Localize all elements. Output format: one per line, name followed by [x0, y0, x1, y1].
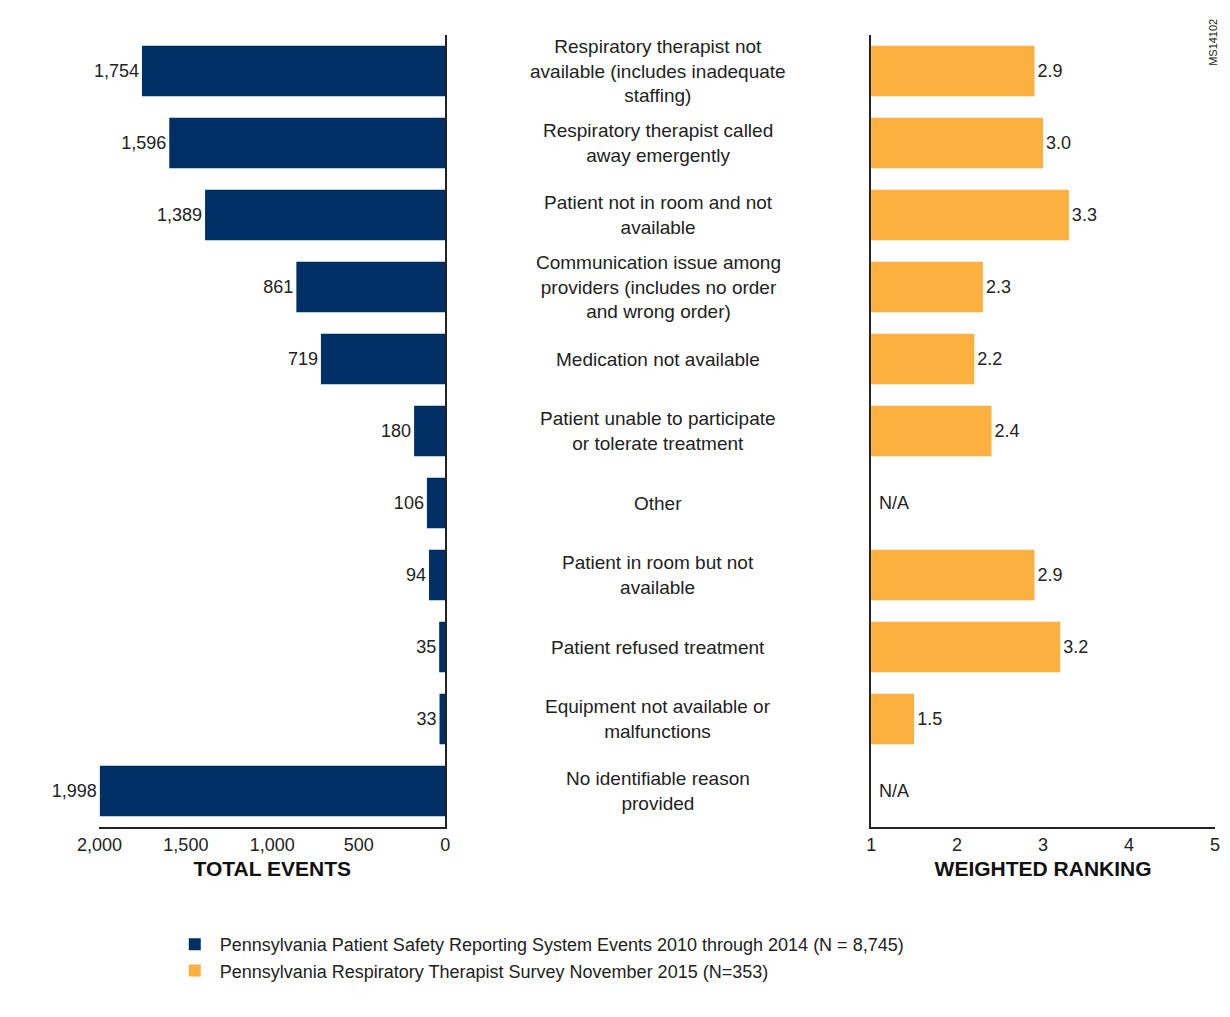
svg-text:Respiratory therapist notavail: Respiratory therapist notavailable (incl… [530, 36, 786, 106]
svg-text:2.3: 2.3 [986, 277, 1011, 297]
svg-text:2.9: 2.9 [1037, 61, 1062, 81]
svg-text:1.5: 1.5 [917, 709, 942, 729]
svg-text:Patient unable to participateo: Patient unable to participateor tolerate… [540, 408, 776, 454]
svg-text:2.4: 2.4 [994, 421, 1019, 441]
svg-text:1,596: 1,596 [121, 133, 166, 153]
svg-text:35: 35 [416, 637, 436, 657]
svg-text:2: 2 [952, 835, 962, 855]
svg-text:WEIGHTED RANKING: WEIGHTED RANKING [935, 857, 1152, 880]
svg-text:Medication not available: Medication not available [556, 349, 760, 370]
svg-text:3.2: 3.2 [1063, 637, 1088, 657]
svg-text:Patient refused treatment: Patient refused treatment [551, 637, 765, 658]
svg-text:94: 94 [406, 565, 426, 585]
svg-text:1,000: 1,000 [250, 835, 295, 855]
svg-text:3.3: 3.3 [1072, 205, 1097, 225]
svg-text:Equipment not available ormalf: Equipment not available ormalfunctions [545, 696, 771, 742]
svg-text:106: 106 [394, 493, 424, 513]
svg-text:719: 719 [288, 349, 318, 369]
svg-text:5: 5 [1210, 835, 1220, 855]
svg-text:1,754: 1,754 [94, 61, 139, 81]
svg-text:0: 0 [440, 835, 450, 855]
svg-text:500: 500 [344, 835, 374, 855]
svg-text:N/A: N/A [879, 493, 909, 513]
svg-text:Pennsylvania Respiratory Thera: Pennsylvania Respiratory Therapist Surve… [220, 962, 768, 982]
svg-text:N/A: N/A [879, 781, 909, 801]
svg-text:3.0: 3.0 [1046, 133, 1071, 153]
svg-text:Communication issue amongprovi: Communication issue amongproviders (incl… [536, 252, 781, 322]
svg-text:2,000: 2,000 [77, 835, 122, 855]
svg-text:33: 33 [416, 709, 436, 729]
svg-text:2.2: 2.2 [977, 349, 1002, 369]
svg-text:2.9: 2.9 [1037, 565, 1062, 585]
svg-text:3: 3 [1038, 835, 1048, 855]
svg-text:TOTAL EVENTS: TOTAL EVENTS [194, 857, 352, 880]
svg-text:Respiratory therapist calledaw: Respiratory therapist calledaway emergen… [543, 120, 773, 166]
svg-text:1,389: 1,389 [157, 205, 202, 225]
svg-text:Patient not in room and notava: Patient not in room and notavailable [544, 192, 773, 238]
svg-text:MS14102: MS14102 [1207, 19, 1219, 66]
svg-text:1,500: 1,500 [163, 835, 208, 855]
svg-text:Pennsylvania Patient Safety Re: Pennsylvania Patient Safety Reporting Sy… [220, 935, 904, 955]
svg-text:180: 180 [381, 421, 411, 441]
svg-text:4: 4 [1124, 835, 1134, 855]
svg-text:Patient in room but notavailab: Patient in room but notavailable [562, 552, 754, 598]
svg-text:1,998: 1,998 [52, 781, 97, 801]
svg-text:1: 1 [866, 835, 876, 855]
svg-text:Other: Other [634, 493, 682, 514]
svg-text:861: 861 [263, 277, 293, 297]
svg-text:No identifiable reasonprovided: No identifiable reasonprovided [566, 768, 750, 814]
